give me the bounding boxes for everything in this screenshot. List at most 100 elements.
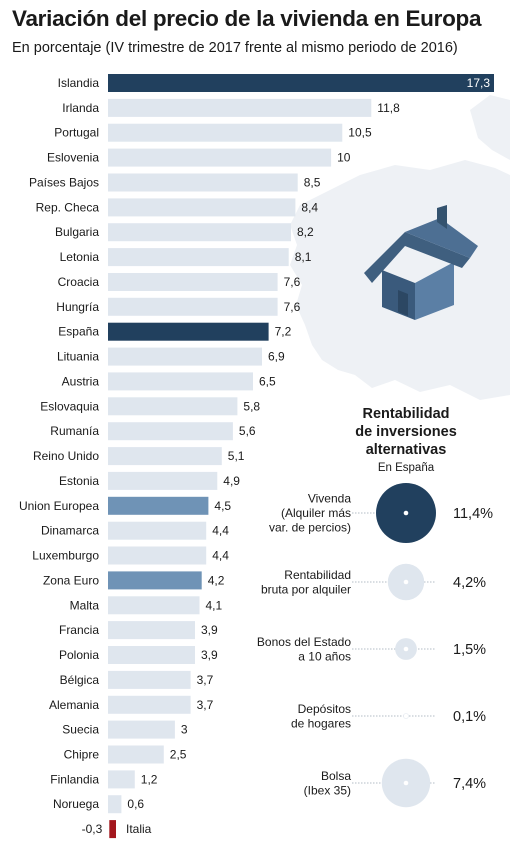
value-label: 5,6 (239, 424, 256, 438)
value-label: 3 (181, 723, 188, 737)
value-label: 3,9 (201, 648, 218, 662)
category-label: Irlanda (62, 101, 99, 115)
bar (108, 447, 222, 466)
category-label: Francia (59, 623, 99, 637)
category-label: Suecia (62, 723, 99, 737)
category-label: Finlandia (50, 772, 99, 786)
bar (108, 198, 296, 217)
category-label: Italia (126, 822, 152, 836)
chart-title: Variación del precio de la vivienda en E… (12, 6, 482, 31)
category-label: Union Europea (19, 499, 99, 513)
house-icon (364, 205, 478, 320)
bar (108, 173, 298, 192)
bubble-center-dot (403, 713, 409, 719)
value-label: 10 (337, 151, 351, 165)
bubble-chart-title: de inversiones (355, 424, 457, 440)
bar (108, 248, 289, 267)
bubble-value: 0,1% (453, 709, 486, 725)
bar (108, 670, 191, 689)
bar (108, 347, 262, 366)
value-label: 4,9 (223, 474, 240, 488)
europe-map-shape (470, 95, 510, 160)
bar (108, 148, 332, 167)
value-label: 3,9 (201, 623, 218, 637)
value-label: 8,4 (301, 200, 318, 214)
bar (108, 297, 278, 316)
value-label: 6,9 (268, 350, 285, 364)
category-label: Bélgica (60, 673, 100, 687)
category-label: Letonia (60, 250, 100, 264)
bubble-center-dot (403, 780, 409, 786)
value-label: 4,4 (212, 549, 229, 563)
category-label: Bulgaria (55, 225, 99, 239)
category-label: Rep. Checa (36, 200, 100, 214)
category-label: Polonia (59, 648, 99, 662)
category-label: Chipre (64, 748, 100, 762)
house-roof (364, 232, 470, 283)
bar (108, 372, 253, 391)
category-label: Zona Euro (43, 573, 99, 587)
bar (108, 596, 200, 615)
bar (108, 770, 135, 789)
bubble-label: bruta por alquiler (261, 582, 351, 596)
bar (108, 745, 164, 764)
category-label: Croacia (58, 275, 100, 289)
house-door (398, 290, 408, 316)
value-label: 6,5 (259, 374, 276, 388)
bubble-value: 4,2% (453, 575, 486, 591)
category-label: Malta (70, 598, 100, 612)
category-label: Noruega (53, 797, 99, 811)
bubble-label: a 10 años (298, 649, 351, 663)
value-label: 17,3 (467, 76, 491, 90)
value-label: 4,5 (214, 499, 231, 513)
category-label: Hungría (56, 300, 99, 314)
value-label: 8,1 (295, 250, 312, 264)
bar (108, 546, 207, 565)
bar (108, 98, 372, 117)
bubble-value: 1,5% (453, 642, 486, 658)
category-label: Eslovenia (47, 151, 99, 165)
category-label: Países Bajos (29, 176, 99, 190)
bubble-center-dot (403, 579, 409, 585)
category-label: Luxemburgo (32, 549, 99, 563)
value-label: 5,8 (243, 399, 260, 413)
category-label: Alemania (49, 698, 99, 712)
bar (108, 223, 291, 242)
bar (108, 571, 202, 590)
category-label: Portugal (54, 126, 99, 140)
value-label: 7,6 (284, 275, 301, 289)
value-label: 8,2 (297, 225, 314, 239)
value-label: 3,7 (197, 698, 214, 712)
value-label: 3,7 (197, 673, 214, 687)
value-label: 2,5 (170, 748, 187, 762)
category-label: Lituania (57, 350, 99, 364)
bar (109, 820, 116, 839)
bubble-label: Vivenda (308, 492, 351, 506)
bubble-label: Rentabilidad (284, 568, 351, 582)
category-label: Reino Unido (33, 449, 99, 463)
value-label: 4,1 (206, 598, 223, 612)
value-label: 4,4 (212, 524, 229, 538)
bar (108, 74, 494, 92)
value-label: 4,2 (208, 573, 225, 587)
house-wall-side (415, 262, 454, 320)
bar (108, 496, 209, 515)
bar (108, 795, 122, 814)
value-label: 1,2 (141, 772, 158, 786)
bar (108, 621, 195, 640)
bar (108, 521, 207, 540)
chart-subtitle: En porcentaje (IV trimestre de 2017 fren… (12, 40, 458, 56)
value-label: 11,8 (377, 101, 400, 115)
bubble-center-dot (403, 646, 409, 652)
bubble-label: var. de percios) (269, 521, 351, 535)
value-label: 8,5 (304, 176, 321, 190)
bar (108, 422, 233, 441)
bubble-center-dot (403, 510, 409, 516)
bubble-value: 7,4% (453, 776, 486, 792)
category-label: España (58, 325, 99, 339)
house-chimney (437, 205, 447, 229)
bar-chart: Islandia 17,3 Irlanda 11,8 Portugal 10,5 Eslov… (19, 74, 494, 839)
bar (108, 720, 175, 739)
bubble-label: Depósitos (298, 702, 351, 716)
